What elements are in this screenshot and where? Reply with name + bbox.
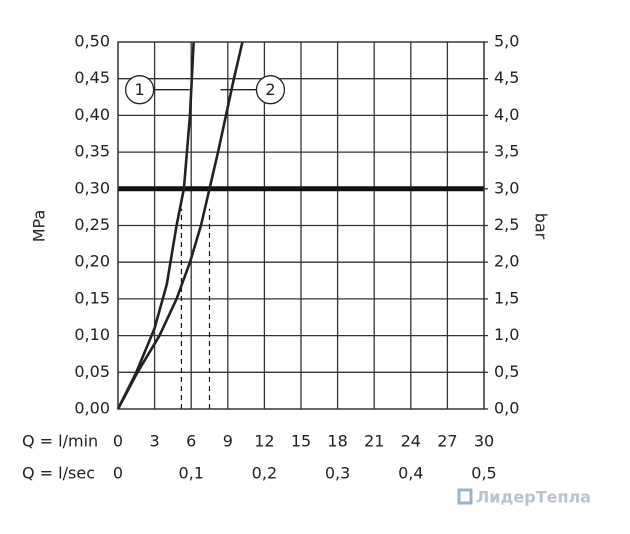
plot-frame: [117, 41, 485, 410]
x-row-label: Q = l/min: [22, 432, 98, 451]
x-tick-label: 0: [113, 432, 123, 451]
watermark-icon: [457, 488, 473, 505]
y2-tick-label: 2,5: [494, 215, 519, 234]
x-tick-label: 9: [223, 432, 233, 451]
y-tick-label: 0,45: [74, 68, 110, 87]
y2-tick-label: 1,0: [494, 325, 519, 344]
x-tick-label: 21: [364, 432, 384, 451]
x-tick-label: 15: [291, 432, 311, 451]
y2-tick-label: 4,5: [494, 68, 519, 87]
y2-tick-label: 0,5: [494, 362, 519, 381]
x2-tick-label: 0,3: [325, 464, 350, 483]
legend-label: 1: [135, 80, 145, 99]
watermark: ЛидерТепла: [476, 488, 591, 507]
y-tick-label: 0,20: [74, 252, 110, 271]
y2-tick-label: 3,5: [494, 142, 519, 161]
x-tick-label: 12: [254, 432, 274, 451]
x2-tick-label: 0,5: [471, 464, 496, 483]
y-tick-label: 0,40: [74, 105, 110, 124]
y2-tick-label: 5,0: [494, 32, 519, 51]
x2-tick-label: 0,4: [398, 464, 423, 483]
y-tick-label: 0,30: [74, 178, 110, 197]
y-tick-label: 0,10: [74, 325, 110, 344]
y2-tick-label: 2,0: [494, 252, 519, 271]
y-tick-label: 0,35: [74, 142, 110, 161]
y-tick-label: 0,50: [74, 32, 110, 51]
y2-tick-label: 0,0: [494, 399, 519, 418]
y-axis-label: MPa: [30, 210, 49, 243]
y-tick-label: 0,05: [74, 362, 110, 381]
x-tick-label: 18: [327, 432, 347, 451]
y2-tick-label: 1,5: [494, 288, 519, 307]
series-line: [116, 41, 244, 410]
x2-row-label: Q = l/sec: [22, 464, 95, 483]
y-tick-label: 0,00: [74, 399, 110, 418]
x-tick-label: 30: [474, 432, 494, 451]
x-tick-label: 24: [401, 432, 421, 451]
y-tick-label: 0,25: [74, 215, 110, 234]
label-circle: [255, 75, 286, 105]
legend-label: 2: [265, 80, 275, 99]
series-line: [116, 41, 195, 410]
x2-tick-label: 0,2: [252, 464, 277, 483]
x2-tick-label: 0: [113, 464, 123, 483]
x-tick-label: 27: [437, 432, 457, 451]
x2-tick-label: 0,1: [178, 464, 203, 483]
y-tick-label: 0,15: [74, 288, 110, 307]
y2-tick-label: 3,0: [494, 178, 519, 197]
label-circle: [124, 75, 155, 105]
y2-tick-label: 4,0: [494, 105, 519, 124]
y2-axis-label: bar: [532, 213, 551, 240]
x-tick-label: 6: [186, 432, 196, 451]
x-tick-label: 3: [150, 432, 160, 451]
